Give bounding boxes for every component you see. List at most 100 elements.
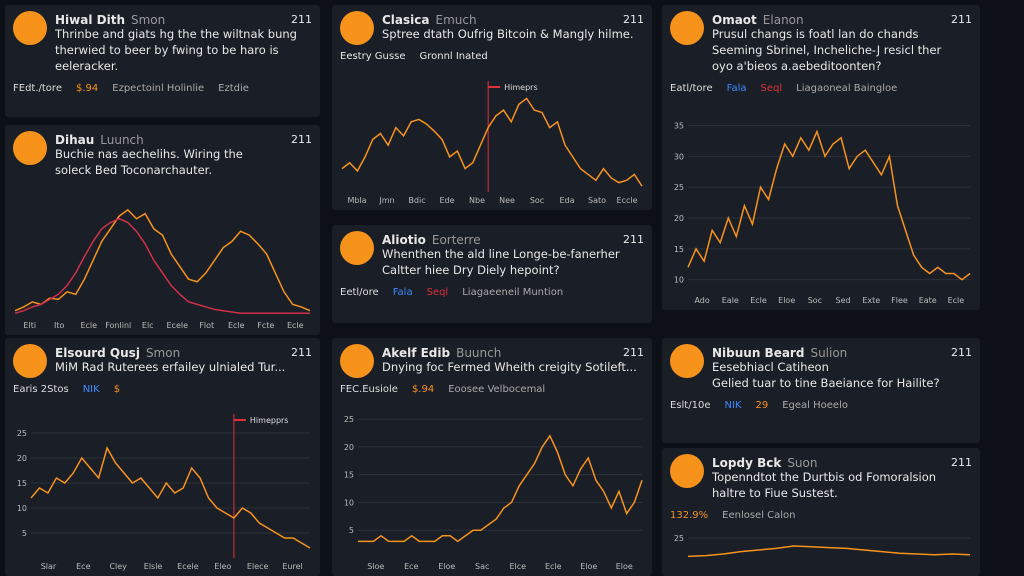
post-card: Dihau Luunch 211 Buchie nas aechelihs. Wiri… [5,125,320,335]
y-tick-label: 20 [674,214,684,223]
y-tick-label: 20 [344,443,354,452]
price-line [14,217,310,314]
x-tick-label: Elece [247,562,269,571]
handle: Eorterre [431,233,481,247]
x-tick-label: Ito [54,321,64,330]
x-tick-label: Mbla [347,196,366,205]
post-footer-item: Earis 2Stos [13,384,69,395]
post-footer-item: Liagaeeneil Muntion [462,287,564,298]
price-line [30,446,311,549]
x-tick-label: Exte [862,296,880,305]
post-card: Aliotio Eorterre 211 Whenthen the ald line … [332,225,652,323]
y-tick-label: 35 [674,122,684,131]
avatar [670,454,704,488]
x-tick-label: Ecle [228,321,245,330]
post-card: Hiwal Dith Smon 211 Thrinbe and giats hg th… [5,5,320,117]
chart: 25 [674,534,971,558]
post-card: Nibuun Beard Sulion 211 Eesebhiacl Catiheon… [662,338,980,443]
x-tick-label: Fcte [257,321,274,330]
avatar [670,344,704,378]
x-tick-label: Flee [891,296,908,305]
post-text: Buchie nas aechelihs. Wiring the [55,147,243,161]
y-tick-label: 30 [674,152,684,161]
x-tick-label: Eloe [616,562,633,571]
author: Clasica Emuch [382,13,477,27]
avatar [13,344,47,378]
x-tick-label: Elce [509,562,526,571]
post-footer: Eetl/ore Fala Seql Liagaeeneil Muntion [340,287,577,298]
post-footer-item: Seql [426,287,449,298]
x-tick-label: Ecle [80,321,97,330]
x-tick-label: Ecle [948,296,965,305]
post-footer: Eatl/tore Fala Seql Liagaoneal Baingloe [670,83,911,94]
handle: Emuch [435,13,477,27]
x-tick-label: Flot [199,321,214,330]
post-text: haltre to Fiue Sustest. [712,486,838,500]
x-tick-label: Ecle [287,321,304,330]
post-card: Elsourd Qusj Smon 211 MiM Rad Ruterees erfa… [5,338,320,576]
marker-label: Himepprs [250,416,289,425]
y-tick-label: 10 [17,504,27,513]
post-footer: FEdt./tore $.94 Ezpectoinl Holinlie Eztdie [13,83,263,94]
x-tick-label: Nee [499,196,515,205]
price-line [687,129,971,281]
marker-label: Himeprs [504,83,537,92]
y-tick-label: 20 [17,454,27,463]
x-tick-label: Ecele [177,562,199,571]
chart-legend: Eestry Gusse Gronnl Inated [340,51,502,62]
post-card: Lopdy Bck Suon 211 Topenndtot the Durtbis o… [662,448,980,576]
x-tick-label: Sloe [367,562,384,571]
x-tick-label: Elc [142,321,154,330]
handle: Buunch [456,346,502,360]
post-text: Thrinbe and giats hg the the wiltnak bun… [55,27,297,41]
y-tick-label: 25 [674,534,684,543]
post-footer-item: $.94 [75,83,99,94]
author: Elsourd Qusj Smon [55,346,181,360]
x-tick-label: Ado [694,296,709,305]
post-text: Dnying foc Fermed Wheith creigity Sotile… [382,360,637,374]
post-footer-item: Eenlosel Calon [722,510,796,521]
author: Hiwal Dith Smon [55,13,166,27]
post-footer: Eslt/10e NIK 29 Egeal Hoeelo [670,400,862,411]
post-footer-item: Liagaoneal Baingloe [796,83,898,94]
x-tick-label: Eloe [580,562,597,571]
price-line [358,434,643,543]
x-tick-label: Eda [559,196,574,205]
post-card: Akelf Edib Buunch 211 Dnying foc Fermed Whe… [332,338,652,576]
handle: Elanon [762,13,804,27]
post-text: soleck Bed Toconarchauter. [55,163,212,177]
post-footer-item: Ezpectoinl Holinlie [112,83,205,94]
x-tick-label: Ecle [545,562,562,571]
x-tick-label: Sed [836,296,851,305]
post-footer-item: $ [113,384,121,395]
x-tick-label: Elsle [144,562,163,571]
post-card: Clasica Emuch 211 Sptree dtath Oufrig Bitco… [332,5,652,210]
avatar [13,11,47,45]
post-text: Caltter hiee Dry Diely hepoint? [382,263,560,277]
x-tick-label: Elti [23,321,36,330]
handle: Luunch [100,133,144,147]
x-tick-label: Ece [76,562,90,571]
post-footer-item: 132.9% [670,510,709,521]
post-footer-item: FEdt./tore [13,83,62,94]
x-tick-label: Eale [722,296,739,305]
x-tick-label: Eccle [617,196,638,205]
post-footer-item: Eoosee Velbocemal [448,384,546,395]
x-tick-label: Fonlinl [105,321,131,330]
post-footer-item: Eslt/10e [670,400,711,411]
x-tick-label: Eloe [778,296,795,305]
post-footer-item: NIK [82,384,100,395]
y-tick-label: 25 [674,183,684,192]
post-footer: Earis 2Stos NIK $ [13,384,134,395]
y-tick-label: 15 [17,479,27,488]
x-tick-label: Sato [588,196,606,205]
author: Lopdy Bck Suon [712,456,818,470]
avatar [340,344,374,378]
x-tick-label: Sac [475,562,489,571]
chart-legend-item: Eestry Gusse [340,51,406,62]
post-footer-item: Eztdie [218,83,249,94]
x-tick-label: Slar [41,562,57,571]
x-tick-label: Eate [919,296,937,305]
y-tick-label: 25 [17,429,27,438]
